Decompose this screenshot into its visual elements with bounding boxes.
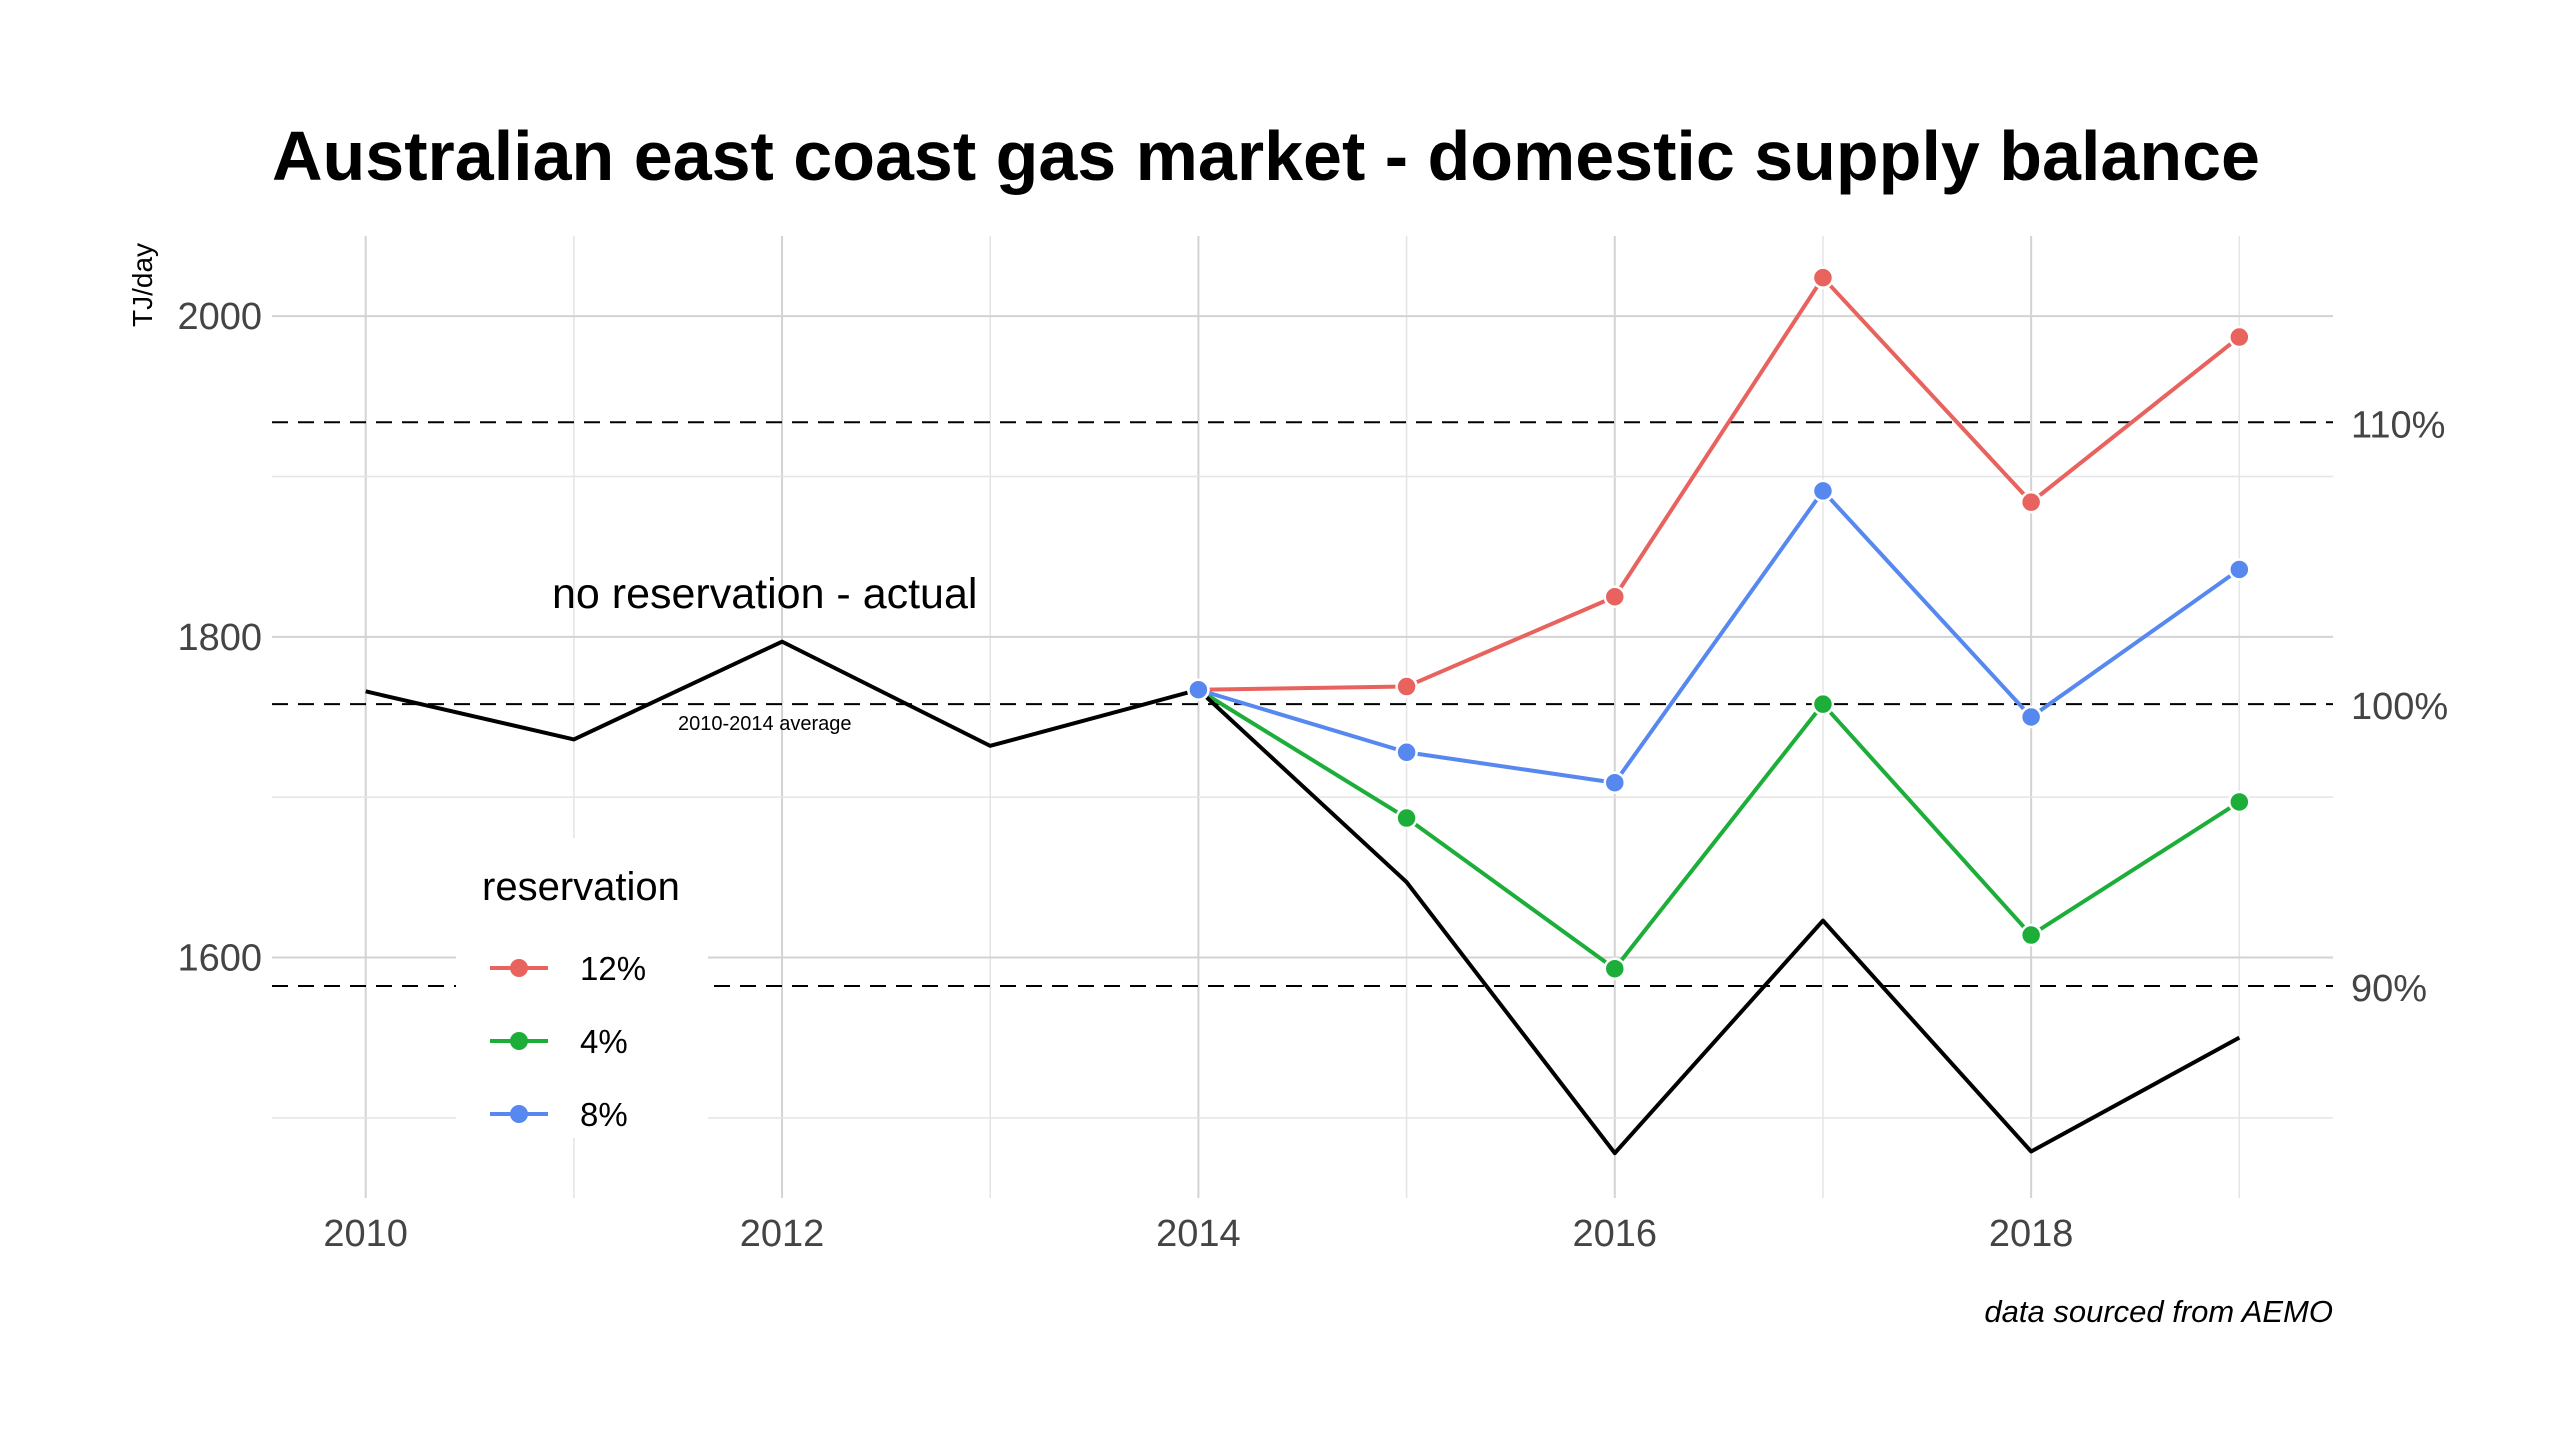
series-point-8pct <box>1603 771 1627 794</box>
reference-line-label: 110% <box>2351 404 2445 446</box>
legend-background <box>456 838 708 1138</box>
legend-key-point <box>510 1032 528 1050</box>
y-axis-label: TJ/day <box>127 243 158 327</box>
series-point-8pct <box>2019 705 2043 729</box>
reference-line-label: 100% <box>2351 686 2448 728</box>
legend-key-point <box>510 1105 528 1123</box>
y-tick-label: 1600 <box>177 938 262 980</box>
series-point-12pct <box>2228 325 2251 349</box>
chart-title: Australian east coast gas market - domes… <box>272 117 2260 195</box>
series-point-12pct <box>1395 675 1418 698</box>
x-tick-label: 2016 <box>1572 1213 1657 1255</box>
baseline-annotation: 2010-2014 average <box>678 713 851 735</box>
legend: reservation 12% 4% 8% <box>456 838 708 1138</box>
x-tick-label: 2014 <box>1156 1213 1241 1255</box>
series-point-12pct <box>1811 266 1835 289</box>
legend-label: 8% <box>580 1096 628 1133</box>
actual-series-line <box>365 639 2241 1156</box>
series-point-12pct <box>1603 585 1627 608</box>
series-point-4pct <box>1811 692 1835 716</box>
series-line-4pct <box>1197 688 2241 971</box>
legend-key-point <box>510 959 528 977</box>
actual-series-annotation: no reservation - actual <box>552 570 977 618</box>
legend-label: 12% <box>580 950 646 987</box>
legend-label: 4% <box>580 1023 628 1060</box>
series-point-4pct <box>2228 790 2251 814</box>
reference-line-label: 90% <box>2351 968 2427 1010</box>
x-axis-ticks: 2010 2012 2014 2016 2018 <box>323 1213 2073 1255</box>
series-point-4pct <box>1603 957 1627 980</box>
series-layer <box>365 266 2251 1156</box>
series-point-4pct <box>2019 923 2043 947</box>
x-tick-label: 2012 <box>740 1213 825 1255</box>
series-point-12pct <box>2019 490 2043 514</box>
series-point-8pct <box>2228 558 2251 581</box>
series-point-4pct <box>1395 806 1418 830</box>
series-point-8pct <box>1811 479 1835 503</box>
y-tick-label: 2000 <box>177 296 262 338</box>
series-line-12pct <box>1198 275 2241 692</box>
y-tick-label: 1800 <box>177 617 262 659</box>
x-tick-label: 2010 <box>323 1213 408 1255</box>
legend-items: 12% 4% 8% <box>490 950 646 1133</box>
data-source-caption: data sourced from AEMO <box>1984 1294 2333 1329</box>
legend-title: reservation <box>482 865 680 909</box>
x-tick-label: 2018 <box>1989 1213 2074 1255</box>
series-point-8pct <box>1187 678 1210 701</box>
series-line-8pct <box>1197 488 2241 785</box>
y-axis-ticks: 1600 1800 2000 <box>177 296 262 979</box>
series-point-8pct <box>1395 741 1418 764</box>
